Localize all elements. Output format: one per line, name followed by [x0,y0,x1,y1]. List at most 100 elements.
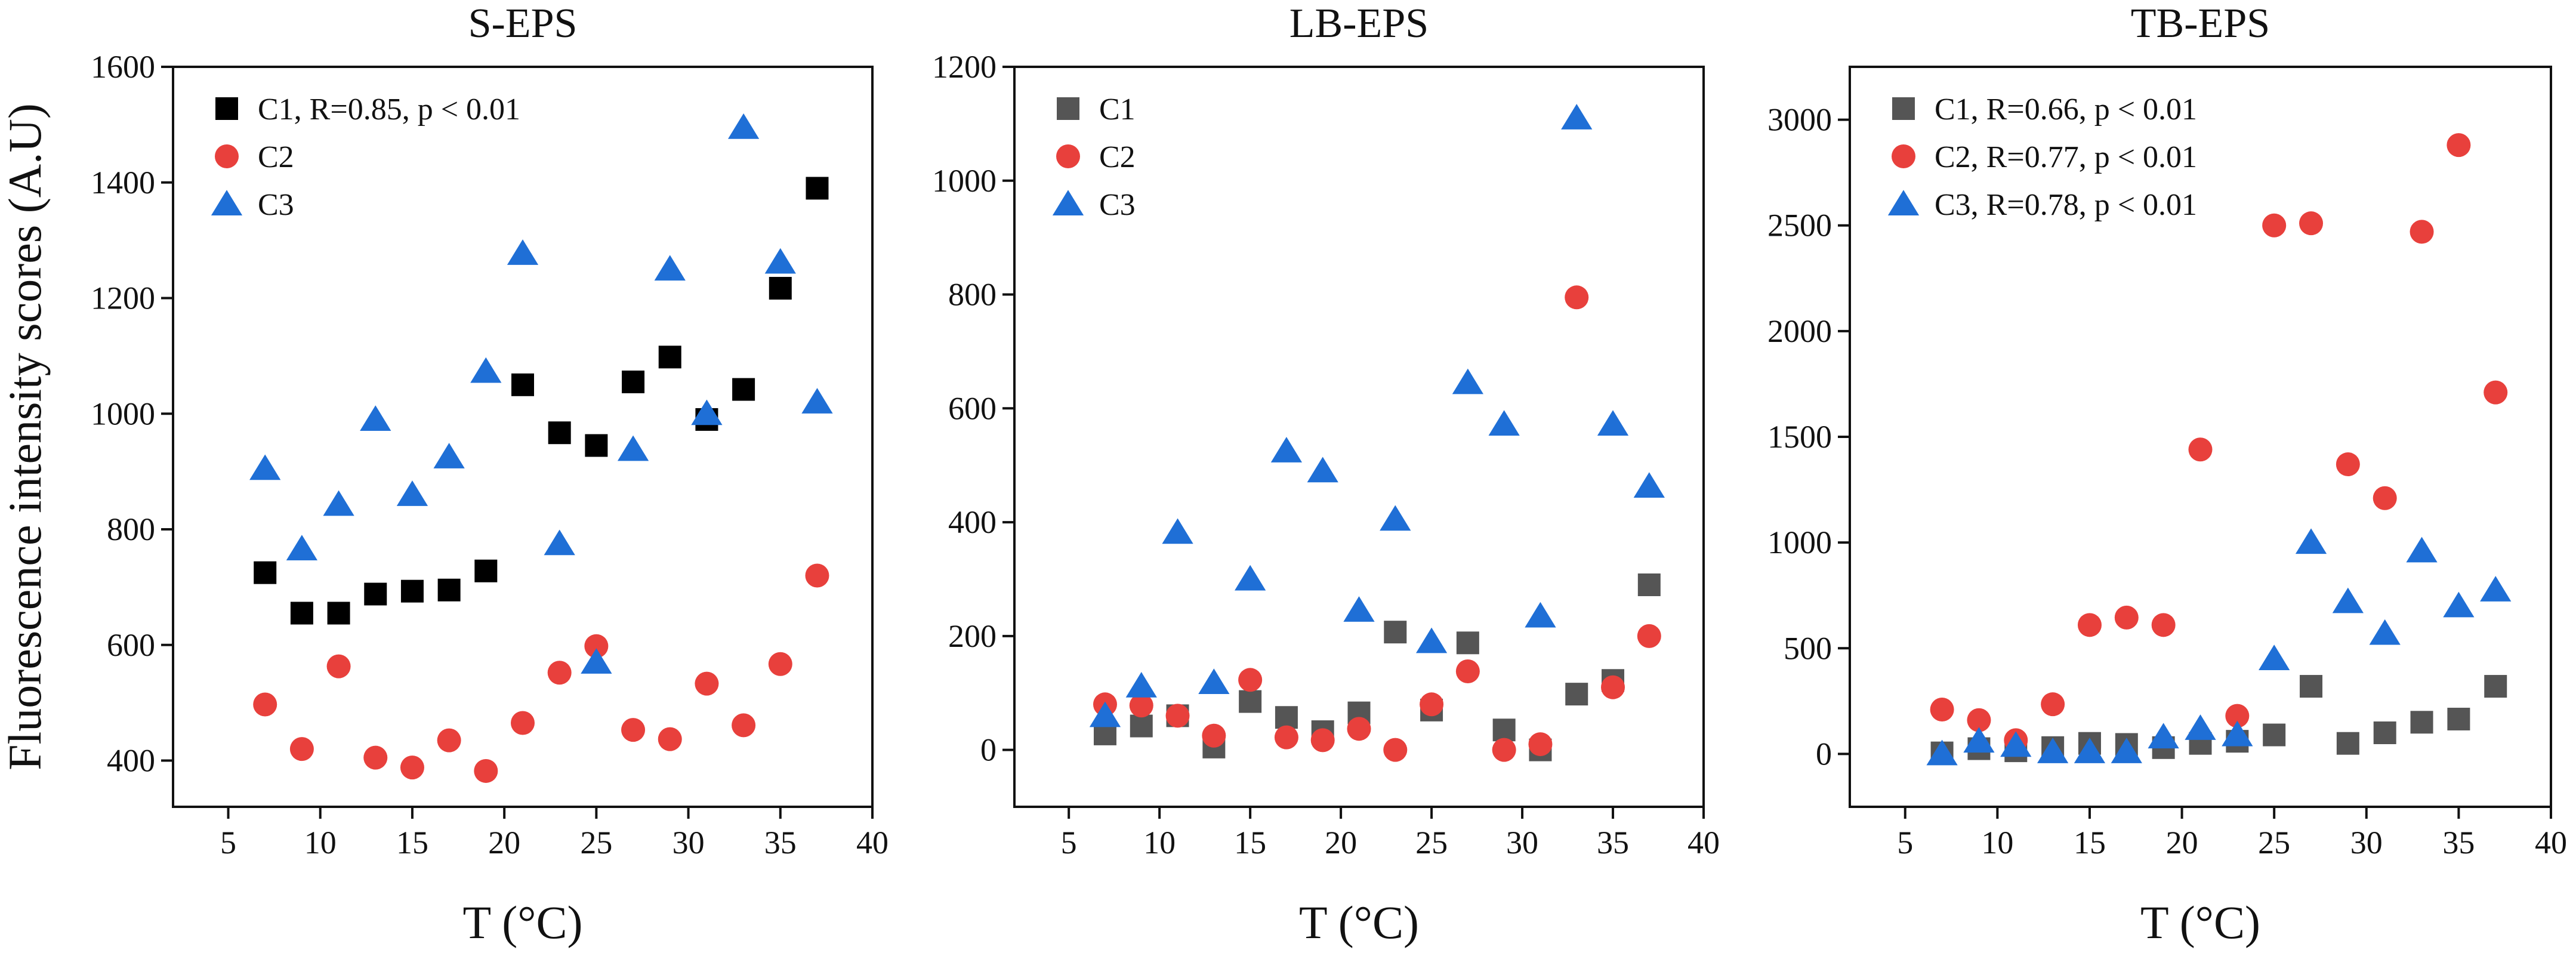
x-tick-label: 35 [2442,825,2475,861]
data-point [2484,380,2508,405]
data-point [2410,220,2434,244]
data-point [1967,708,1991,732]
data-point [585,434,608,457]
y-axis-label: Fluorescence intensity scores (A.U) [0,103,51,770]
x-axis-label: T (°C) [463,896,583,948]
data-point [323,490,354,516]
legend-label: C2 [1099,140,1136,174]
data-point [727,113,760,139]
data-point [290,602,313,625]
data-point [732,713,756,738]
data-point [1198,668,1230,695]
data-point [1528,732,1553,757]
data-point [2148,723,2179,749]
data-point [1633,472,1665,498]
data-point [1380,505,1411,531]
data-point [364,582,387,606]
data-point [768,652,792,676]
x-tick-label: 40 [1687,825,1720,861]
x-tick-label: 15 [396,825,428,861]
data-point [1637,573,1661,596]
legend-label: C3, R=0.78, p < 0.01 [1935,188,2197,222]
data-point [400,579,424,603]
x-tick-label: 5 [220,825,236,861]
data-point [2373,486,2397,510]
data-point [1565,285,1589,310]
data-point [806,177,829,200]
data-point [437,578,461,602]
data-point [769,277,792,300]
data-point [1601,675,1625,699]
data-point [2410,711,2433,734]
data-point [1452,368,1483,394]
data-point [658,346,681,369]
legend-marker [1892,144,1915,168]
data-point [2295,528,2327,554]
data-point [2222,720,2253,747]
series-C3 [249,113,833,674]
data-point [2447,133,2471,158]
data-point [1383,738,1408,762]
data-point [2300,675,2323,698]
data-point [2077,613,2102,637]
data-point [1963,727,1995,753]
data-point [2225,704,2250,728]
x-tick-label: 35 [764,825,797,861]
legend-label: C2, R=0.77, p < 0.01 [1935,140,2197,174]
y-tick-label: 400 [107,743,155,779]
data-point [2074,738,2106,763]
legend-label: C1 [1099,92,1136,127]
legend-marker [1057,97,1079,120]
y-tick-label: 0 [1816,736,1832,772]
data-point [2480,576,2512,602]
x-tick-label: 10 [1143,825,1176,861]
legend-label: C3 [258,188,294,222]
y-tick-label: 600 [107,627,155,663]
data-point [1130,714,1153,738]
y-tick-label: 1400 [91,165,155,201]
plot-frame [1849,66,2552,808]
data-point [249,454,281,480]
x-tick-label: 10 [304,825,337,861]
data-point [1274,725,1298,750]
data-point [695,671,719,696]
data-point [1597,410,1629,436]
data-point [507,239,539,265]
data-point [1125,672,1157,698]
x-tick-label: 25 [580,825,612,861]
data-point [433,443,465,468]
data-point [474,559,498,582]
y-tick-label: 500 [1784,630,1832,666]
data-point [805,563,829,588]
data-point [1275,706,1298,729]
data-point [1565,683,1588,706]
y-tick-label: 1000 [932,163,997,199]
y-tick-label: 1500 [1767,419,1832,455]
x-tick-label: 25 [2258,825,2290,861]
y-tick-label: 400 [948,504,997,540]
data-point [1343,596,1375,622]
data-point [470,357,502,383]
data-point [286,535,318,560]
data-point [691,399,723,425]
y-tick-label: 2500 [1767,208,1832,243]
data-point [2369,619,2401,645]
data-point [1129,693,1153,718]
x-tick-label: 20 [488,825,520,861]
series-C3 [1926,528,2512,766]
data-point [1165,704,1190,728]
x-tick-label: 30 [2350,825,2383,861]
data-point [658,727,682,751]
data-point [2188,437,2213,462]
series-C2 [253,563,829,783]
legend-label: C3 [1099,188,1136,222]
data-point [2259,644,2290,670]
legend: C1 C2 C3 [1052,92,1136,222]
data-point [764,248,796,274]
x-tick-label: 40 [856,825,889,861]
legend-marker [215,97,238,120]
data-point [2443,591,2475,618]
y-tick-label: 2000 [1767,313,1832,349]
legend-marker [211,190,243,215]
panel-3: TB-EPS 5 10 15 20 25 30 35 40 0 500 1000 1500 2000 250… [1767,1,2567,948]
